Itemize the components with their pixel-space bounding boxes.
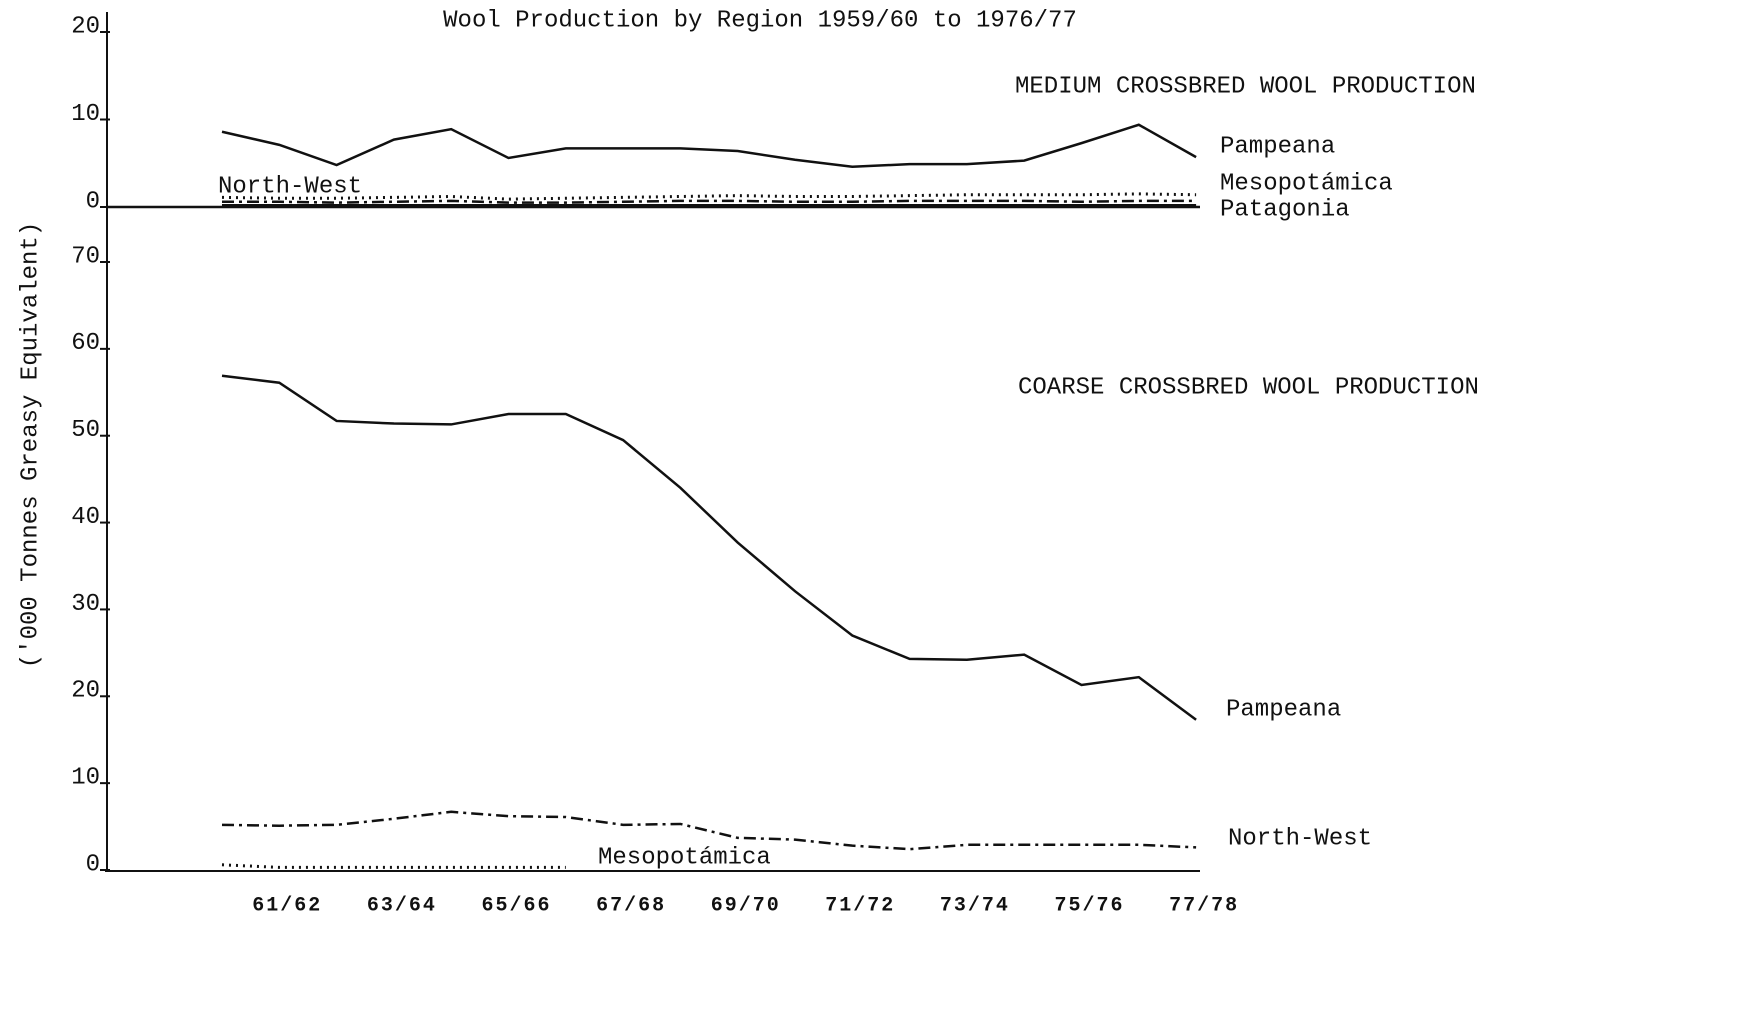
panel-title: COARSE CROSSBRED WOOL PRODUCTION — [1018, 374, 1479, 401]
series-line — [221, 192, 1197, 201]
y-tick-label: 40 — [71, 504, 100, 531]
series-label: Pampeana — [1220, 133, 1335, 160]
x-tick-label: 67/68 — [596, 894, 666, 917]
chart-title: Wool Production by Region 1959/60 to 197… — [443, 7, 1077, 34]
panel-title: MEDIUM CROSSBRED WOOL PRODUCTION — [1015, 73, 1476, 100]
x-tick-label: 71/72 — [825, 894, 895, 917]
x-tick-label: 77/78 — [1169, 894, 1239, 917]
y-tick-label: 10 — [71, 101, 100, 128]
series-label: North-West — [218, 173, 362, 200]
y-tick-label: 0 — [86, 188, 100, 215]
y-tick-label: 60 — [71, 330, 100, 357]
y-tick-label: 10 — [71, 764, 100, 791]
x-tick-label: 61/62 — [252, 894, 322, 917]
x-tick-label: 65/66 — [481, 894, 551, 917]
x-tick-label: 75/76 — [1054, 894, 1124, 917]
series-label: Pampeana — [1226, 696, 1341, 723]
y-tick-label: 70 — [71, 243, 100, 270]
series-line — [221, 863, 566, 869]
x-tick-label: 73/74 — [940, 894, 1010, 917]
y-axis-label: ('000 Tonnes Greasy Equivalent) — [17, 222, 44, 668]
x-tick-label: 63/64 — [367, 894, 437, 917]
series-label: Mesopotámica — [1220, 170, 1393, 197]
series-line — [221, 123, 1197, 169]
series-line — [221, 374, 1197, 721]
series-line — [222, 199, 1197, 204]
y-tick-label: 30 — [71, 591, 100, 618]
y-tick-label: 50 — [71, 417, 100, 444]
series-label: Patagonia — [1220, 196, 1350, 223]
series-label: Mesopotámica — [598, 844, 771, 871]
y-tick-label: 20 — [71, 13, 100, 40]
y-tick-label: 0 — [86, 851, 100, 878]
x-tick-label: 69/70 — [711, 894, 781, 917]
series-label: North-West — [1228, 825, 1372, 852]
y-tick-label: 20 — [71, 678, 100, 705]
